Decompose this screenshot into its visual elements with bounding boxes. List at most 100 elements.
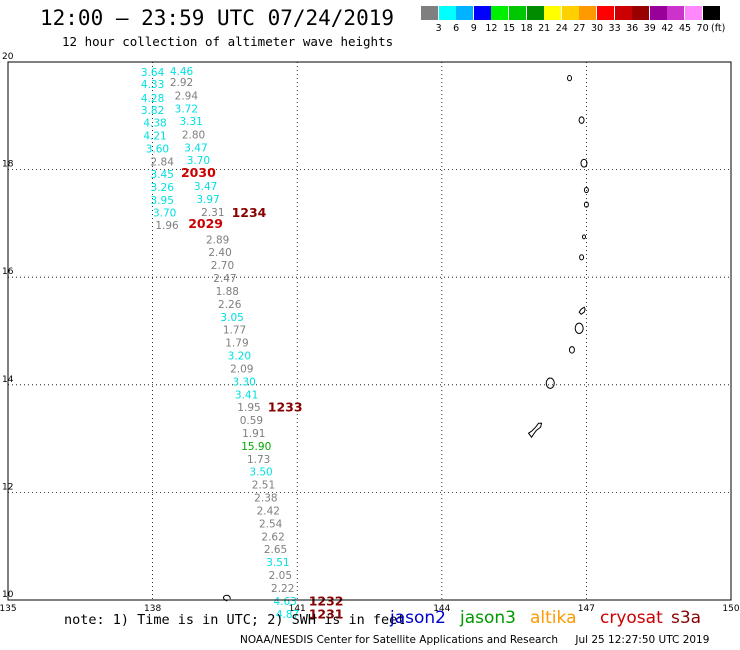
wave-height-label: 3.41 (235, 389, 258, 401)
legend-swatch (421, 6, 438, 20)
wave-height-label: 2.84 (151, 156, 175, 168)
legend-label: 12 (485, 23, 498, 34)
legend-swatch (632, 6, 650, 20)
legend-swatch (685, 6, 702, 20)
satellite-cryosat: cryosat (600, 608, 663, 628)
legend-swatch (456, 6, 474, 20)
time-label: 2030 (181, 165, 216, 180)
wave-height-label: 3.45 (151, 169, 174, 181)
time-label: 1233 (268, 400, 303, 415)
wave-height-label: 3.70 (153, 207, 176, 219)
legend-label: 6 (453, 23, 460, 34)
lon-tick-label: 150 (722, 604, 739, 614)
timestamp: Jul 25 12:27:50 UTC 2019 (575, 634, 710, 646)
wave-height-label: 3.72 (175, 104, 198, 116)
time-label: 1232 (309, 593, 344, 608)
legend-label: 42 (661, 23, 674, 34)
wave-height-label: 4.28 (141, 93, 164, 105)
wave-height-label: 2.54 (259, 518, 283, 530)
legend-label: 27 (573, 23, 586, 34)
wave-height-label: 3.31 (179, 116, 202, 128)
guam-outline (527, 422, 543, 439)
wave-height-label: 3.20 (228, 351, 251, 363)
wave-height-label: 2.92 (170, 77, 193, 89)
wave-height-label: 1.79 (225, 338, 248, 350)
island-outline (580, 158, 588, 168)
wave-height-label: 2.62 (261, 531, 284, 543)
legend-swatch (473, 6, 491, 20)
wave-height-label: 4.46 (170, 66, 194, 78)
wave-height-label: 1.73 (247, 454, 270, 466)
legend-swatch (579, 6, 597, 20)
wave-height-label: 3.64 (141, 67, 165, 79)
island-outline (583, 201, 589, 208)
wave-height-label: 2.05 (269, 570, 292, 582)
wave-height-label: 3.70 (187, 155, 210, 167)
wave-height-label: 3.50 (249, 467, 272, 479)
legend-label: 36 (626, 23, 639, 34)
legend-label: 18 (520, 23, 533, 34)
island-outline (545, 377, 555, 389)
lon-tick-label: 135 (0, 604, 17, 614)
map-subtitle: 12 hour collection of altimeter wave hei… (62, 34, 394, 49)
map-title: 12:00 – 23:59 UTC 07/24/2019 (40, 6, 395, 30)
wave-height-label: 2.94 (175, 91, 199, 103)
island-outline (578, 116, 585, 124)
wave-height-label: 2.26 (218, 299, 242, 311)
satellite-jason3: jason3 (460, 608, 516, 628)
legend-label: 9 (470, 23, 477, 34)
wave-height-label: 3.95 (151, 195, 174, 207)
wave-height-label: 3.26 (151, 182, 175, 194)
lon-tick-label: 138 (144, 604, 161, 614)
lat-tick-label: 20 (2, 52, 14, 62)
legend-swatch (526, 6, 544, 20)
wave-height-label: 3.47 (194, 181, 217, 193)
wave-height-label: 2.65 (264, 544, 287, 556)
legend-label: 70 (696, 23, 709, 34)
wave-height-label: 3.51 (266, 557, 289, 569)
wave-height-label: 3.30 (232, 376, 255, 388)
wave-height-label: 1.88 (216, 286, 239, 298)
legend-swatch (544, 6, 562, 20)
satellite-jason2: jason2 (390, 608, 446, 628)
lon-tick-label: 141 (289, 604, 306, 614)
island-outline (574, 322, 584, 335)
map-border (7, 61, 732, 601)
legend-swatch (438, 6, 456, 20)
time-label: 2029 (188, 216, 223, 231)
wave-height-label: 1.96 (155, 220, 179, 232)
legend-swatch (614, 6, 632, 20)
wave-height-label: 3.97 (196, 194, 219, 206)
wave-height-label: 4.33 (141, 79, 164, 91)
footnote: note: 1) Time is in UTC; 2) SWH is in fe… (64, 612, 406, 628)
island-outline (583, 186, 589, 194)
wave-height-label: 2.89 (206, 234, 229, 246)
wave-height-label: 3.47 (184, 142, 207, 154)
wave-height-label: 3.05 (220, 312, 243, 324)
legend-swatch (491, 6, 509, 20)
island-outline (568, 346, 575, 354)
island-outline (579, 254, 585, 261)
wave-height-label: 1.77 (223, 325, 246, 337)
wave-height-label: 3.60 (146, 143, 169, 155)
legend-label: 39 (643, 23, 656, 34)
wave-height-label: 2.51 (252, 480, 275, 492)
legend-swatch (702, 6, 720, 20)
wave-height-label: 2.31 (201, 207, 224, 219)
wave-height-label: 1.95 (237, 402, 260, 414)
time-label: 1231 (309, 606, 344, 621)
legend-label: 3 (435, 23, 442, 34)
lon-tick-label: 147 (578, 604, 595, 614)
wave-height-label: 2.38 (254, 493, 277, 505)
wave-height-label: 2.09 (230, 363, 253, 375)
legend-label: 15 (502, 23, 516, 34)
legend-label: 45 (678, 23, 692, 34)
wave-height-label: 15.90 (241, 441, 271, 453)
legend-label: 33 (608, 23, 621, 34)
time-label: 1234 (232, 205, 267, 220)
satellite-s3a: s3a (671, 608, 702, 628)
wave-height-label: 2.22 (271, 583, 294, 595)
island-outline (567, 75, 573, 82)
